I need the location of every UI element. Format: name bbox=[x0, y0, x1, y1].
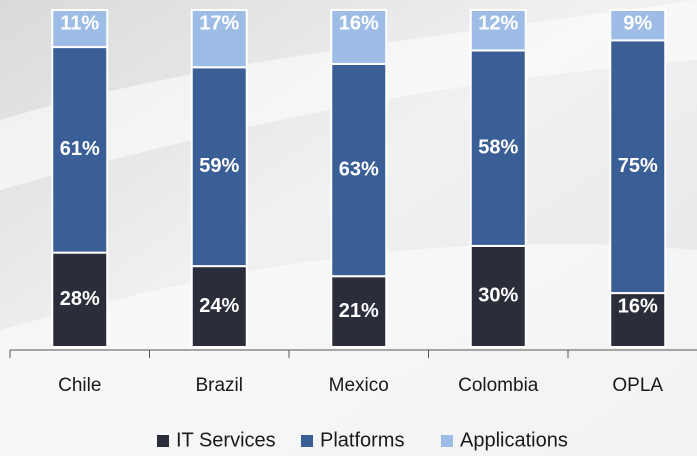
x-tick-label: OPLA bbox=[612, 375, 663, 396]
value-label: 16% bbox=[618, 295, 658, 317]
value-label: 61% bbox=[60, 138, 100, 160]
bar-segment bbox=[51, 251, 109, 348]
value-label: 30% bbox=[478, 285, 518, 307]
value-label: 17% bbox=[199, 12, 239, 34]
value-label: 24% bbox=[199, 295, 239, 317]
value-label: 58% bbox=[478, 136, 518, 158]
bar-segment bbox=[190, 66, 248, 268]
bar-segment bbox=[330, 9, 388, 65]
legend-swatch bbox=[301, 435, 313, 447]
bar-segment bbox=[469, 9, 527, 52]
value-label: 21% bbox=[339, 300, 379, 322]
legend-label: Applications bbox=[460, 429, 568, 451]
legend-label: IT Services bbox=[176, 429, 276, 451]
bar-segment bbox=[190, 265, 248, 348]
legend-swatch bbox=[441, 435, 453, 447]
x-tick-label: Colombia bbox=[458, 375, 539, 396]
value-label: 12% bbox=[478, 12, 518, 34]
value-label: 63% bbox=[339, 158, 379, 180]
bar-segment bbox=[330, 275, 388, 349]
value-label: 59% bbox=[199, 155, 239, 177]
bar-segment bbox=[51, 9, 109, 49]
value-label: 11% bbox=[60, 12, 99, 34]
bar-segment bbox=[330, 62, 388, 278]
plot-area: 28% 61% 11% Chile 24% 59% 17% Brazil 21% 63% 16% Me… bbox=[9, 9, 697, 396]
legend-label: Platforms bbox=[320, 429, 404, 451]
legend: IT Services Platforms Applications bbox=[157, 429, 568, 451]
value-label: 28% bbox=[60, 288, 100, 310]
bar-segment bbox=[469, 244, 527, 348]
value-label: 9% bbox=[623, 12, 652, 34]
x-tick-label: Brazil bbox=[195, 375, 243, 396]
legend-swatch bbox=[157, 435, 169, 447]
bar-segment bbox=[609, 9, 667, 42]
value-label: 16% bbox=[339, 12, 379, 34]
bar-segment bbox=[51, 46, 109, 254]
x-tick-label: Mexico bbox=[329, 375, 389, 396]
value-label: 75% bbox=[618, 155, 658, 177]
bar-segment bbox=[190, 9, 248, 69]
bar-segment bbox=[609, 39, 667, 295]
x-tick-label: Chile bbox=[58, 375, 101, 396]
